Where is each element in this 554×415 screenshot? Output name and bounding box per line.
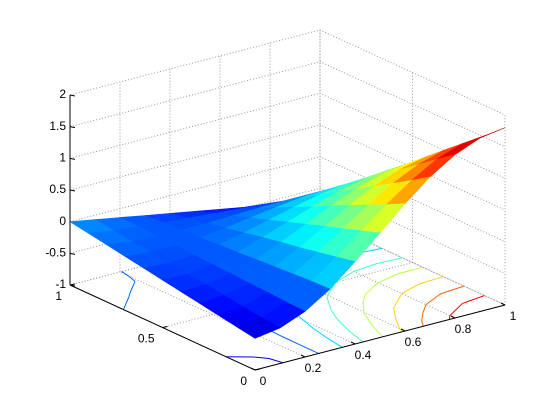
z-grid-line [69,61,506,148]
contour-line [300,317,304,321]
contour-line [406,283,420,292]
x-tick [400,328,406,332]
z-tick-label: 1 [59,151,66,165]
contour-line [303,320,314,329]
contour-line [397,266,423,275]
x-tick-label: 0.8 [455,322,472,336]
x-tick [350,341,356,345]
contour-line [440,285,465,295]
z-tick-label: 1.5 [49,119,66,133]
x-tick [250,367,256,371]
contour-line [353,263,377,272]
z-tick [69,157,76,160]
contour-line [339,321,351,333]
y-tick [69,283,76,286]
z-tick [69,126,76,129]
contour-line [372,325,384,338]
contour-line [363,311,366,315]
z-tick-label: 2 [59,87,66,101]
contour-line [336,271,355,283]
contour-line [425,295,438,306]
contour-line [393,307,397,321]
z-grid-line [69,124,506,211]
x-grid-line [219,56,406,332]
z-tick [69,189,76,192]
contour-line [462,300,470,304]
contour-line [374,282,379,287]
x-tick-label: 0.2 [305,361,322,375]
y-tick-label: 0 [240,374,247,388]
contour-line [326,297,332,311]
z-grid-line [69,156,506,243]
contour-line [121,271,129,277]
contour-line [401,290,408,295]
z-grid-line [69,187,506,274]
z-tick-label: -0.5 [45,246,66,260]
contour-line [378,273,399,284]
contour-line [375,257,403,265]
z-grid-line [69,92,506,179]
y-tick [254,368,261,371]
x-tick [450,315,456,319]
x-tick-label: 0.4 [355,348,372,362]
x-grid-line [269,43,456,319]
contour-line [362,294,366,303]
contour-line [312,327,328,339]
contour-line [335,316,340,322]
contour-line [362,301,365,313]
contour-line [421,320,424,327]
x-tick [500,302,506,306]
contour-line [364,314,374,327]
contour-line [437,293,442,297]
contour-line [395,319,401,329]
contour-line [330,309,337,318]
contour-line [421,312,424,321]
contour-line [268,357,283,364]
contour-line [349,331,364,343]
x-tick-label: 0.6 [405,335,422,349]
y-tick-label: 0.5 [138,332,155,346]
x-tick [300,354,306,358]
x-tick-label: 1 [510,309,517,323]
contour-line [422,304,427,314]
z-tick [69,252,76,255]
y-tick [162,326,168,328]
surface-patch [235,317,281,339]
x-tick-label: 0 [260,374,267,388]
contour-line [393,293,403,308]
contour-line [364,285,375,296]
y-tick-label: 1 [55,289,62,303]
x-axis [254,304,506,371]
contour-line [128,281,136,295]
contour-line [449,303,463,317]
z-tick-label: -1 [55,277,66,291]
x-grid-line [169,69,356,345]
contour-line [281,335,301,346]
contour-line [127,275,136,282]
contour-line [468,295,485,302]
z-tick-label: 0 [59,214,66,228]
contour-line [419,276,444,285]
contour-line [122,296,130,310]
contour-line [326,337,343,348]
contour-line [299,344,319,354]
contour-line [448,315,451,320]
z-tick [69,94,76,97]
z-tick-label: 0.5 [49,182,66,196]
z-grid-line [69,29,506,116]
contour-line [253,356,270,359]
contour-line [399,328,403,333]
